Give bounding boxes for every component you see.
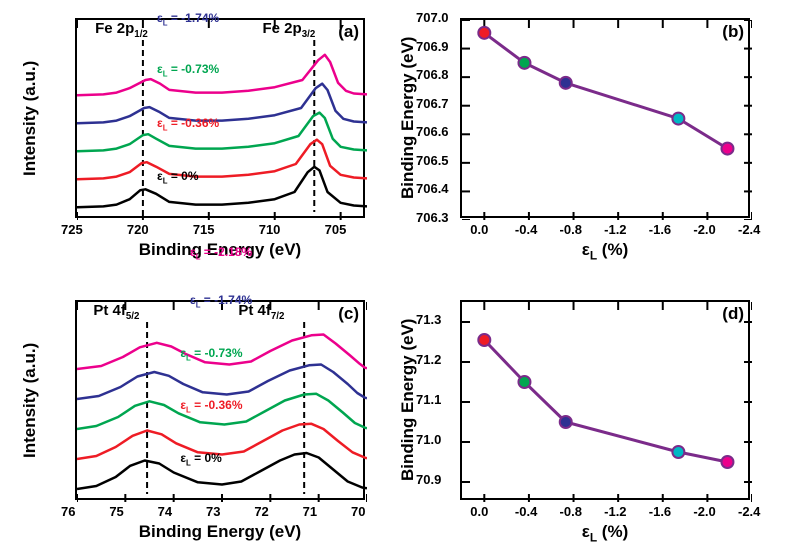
xtick: -2.4: [738, 504, 760, 519]
ylabel-a: Intensity (a.u.): [20, 18, 40, 218]
xtick: -0.8: [560, 504, 582, 519]
xtick: 70: [351, 504, 365, 519]
series-label: εL = -1.74%: [190, 293, 252, 309]
panel-a: (a): [75, 18, 365, 218]
ylabel-b: Binding Energy (eV): [398, 18, 418, 218]
ylabel-c: Intensity (a.u.): [20, 300, 40, 500]
xtick: -2.0: [693, 504, 715, 519]
xlabel-b: εL (%): [460, 240, 750, 262]
xtick: -2.4: [738, 222, 760, 237]
xtick: -0.4: [515, 222, 537, 237]
xtick: 71: [303, 504, 317, 519]
ytick: 71.3: [416, 312, 441, 327]
series-label: εL = -0.73%: [157, 62, 219, 78]
xtick: 75: [109, 504, 123, 519]
xtick: -0.8: [560, 222, 582, 237]
ytick: 706.4: [416, 181, 449, 196]
xtick: -1.6: [649, 504, 671, 519]
xtick: 76: [61, 504, 75, 519]
ytick: 71.2: [416, 352, 441, 367]
xtick: -2.0: [693, 222, 715, 237]
xtick: -0.4: [515, 504, 537, 519]
peak-label: Fe 2p1/2: [95, 20, 148, 40]
xlabel-d: εL (%): [460, 522, 750, 544]
xtick: 0.0: [470, 222, 488, 237]
panel-id-b: (b): [722, 22, 744, 42]
xtick: 725: [61, 222, 83, 237]
ytick: 706.3: [416, 210, 449, 225]
xtick: -1.2: [604, 222, 626, 237]
xtick: 72: [254, 504, 268, 519]
panel-id-a: (a): [338, 22, 359, 42]
xtick: 710: [259, 222, 281, 237]
ytick: 71.1: [416, 392, 441, 407]
ytick: 71.0: [416, 432, 441, 447]
peak-label: Pt 4f5/2: [93, 302, 139, 322]
xtick: -1.6: [649, 222, 671, 237]
series-label: εL = 0%: [157, 169, 199, 185]
series-label: εL = -0.36%: [180, 398, 242, 414]
panel-id-d: (d): [722, 304, 744, 324]
xtick: 720: [127, 222, 149, 237]
series-label: εL = -2.18%: [190, 245, 252, 261]
series-label: εL = -0.36%: [157, 116, 219, 132]
ylabel-d: Binding Energy (eV): [398, 300, 418, 500]
panel-d: (d): [460, 300, 750, 500]
series-label: εL = -0.73%: [180, 346, 242, 362]
ytick: 706.8: [416, 67, 449, 82]
xtick: 74: [158, 504, 172, 519]
ytick: 706.9: [416, 39, 449, 54]
panel-b: (b): [460, 18, 750, 218]
xlabel-c: Binding Energy (eV): [75, 522, 365, 542]
xtick: 0.0: [470, 504, 488, 519]
panel-id-c: (c): [338, 304, 359, 324]
xtick: -1.2: [604, 504, 626, 519]
series-label: εL = -1.74%: [157, 11, 219, 27]
xtick: 715: [193, 222, 215, 237]
ytick: 706.6: [416, 124, 449, 139]
ytick: 706.5: [416, 153, 449, 168]
ytick: 707.0: [416, 10, 449, 25]
xtick: 73: [206, 504, 220, 519]
series-label: εL = 0%: [180, 451, 222, 467]
peak-label: Fe 2p3/2: [263, 20, 316, 40]
ytick: 706.7: [416, 96, 449, 111]
xtick: 705: [325, 222, 347, 237]
ytick: 70.9: [416, 472, 441, 487]
